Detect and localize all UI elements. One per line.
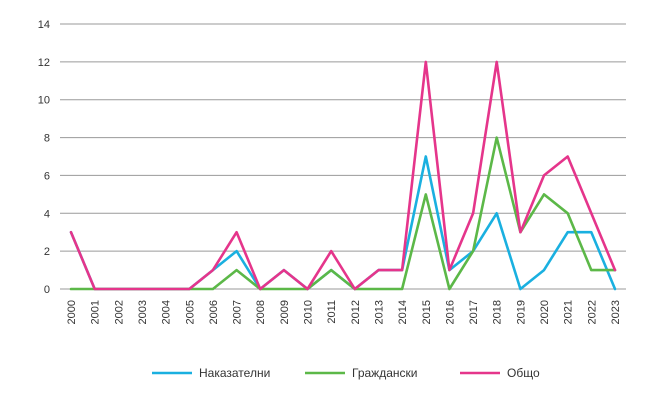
x-axis-ticks: 2000 2001 2002 2003 2004 2005 2006 2007 2008 2009… [66,300,622,324]
x-tick-label: 2011 [326,300,338,324]
legend-label-2: Общо [507,366,540,380]
y-tick-label: 14 [38,19,50,31]
series-lines [69,60,617,291]
x-tick-label: 2008 [255,300,267,324]
x-tick-label: 2018 [492,300,504,324]
x-tick-label: 2013 [373,300,385,324]
gridlines [60,23,626,290]
x-tick-label: 2012 [350,300,362,324]
y-tick-label: 0 [44,284,50,296]
x-tick-label: 2023 [610,300,622,324]
x-tick-label: 2000 [66,300,78,324]
legend-label-1: Граждански [352,366,417,380]
x-tick-label: 2010 [303,300,315,324]
y-tick-label: 12 [38,57,50,69]
x-tick-label: 2007 [232,300,244,324]
x-tick-label: 2014 [397,300,409,324]
x-tick-label: 2006 [208,300,220,324]
x-tick-label: 2019 [515,300,527,324]
x-tick-label: 2004 [161,300,173,324]
x-tick-label: 2002 [113,300,125,324]
y-tick-label: 10 [38,95,50,107]
series-line-2 [69,60,617,291]
x-tick-label: 2003 [137,300,149,324]
x-tick-label: 2021 [563,300,575,324]
y-axis-ticks: 0 2 4 6 8 10 12 14 [38,19,50,296]
x-tick-label: 2015 [421,300,433,324]
y-tick-label: 8 [44,133,50,145]
x-tick-label: 2009 [279,300,291,324]
x-tick-label: 2020 [539,300,551,324]
x-tick-label: 2001 [90,300,102,324]
y-tick-label: 6 [44,170,50,182]
y-tick-label: 2 [44,246,50,258]
legend-label-0: Наказателни [199,366,270,380]
y-tick-label: 4 [44,208,50,220]
x-tick-label: 2016 [444,300,456,324]
legend: Наказателни Граждански Общо [152,366,540,380]
x-tick-label: 2005 [184,300,196,324]
x-tick-label: 2017 [468,300,480,324]
x-tick-label: 2022 [586,300,598,324]
